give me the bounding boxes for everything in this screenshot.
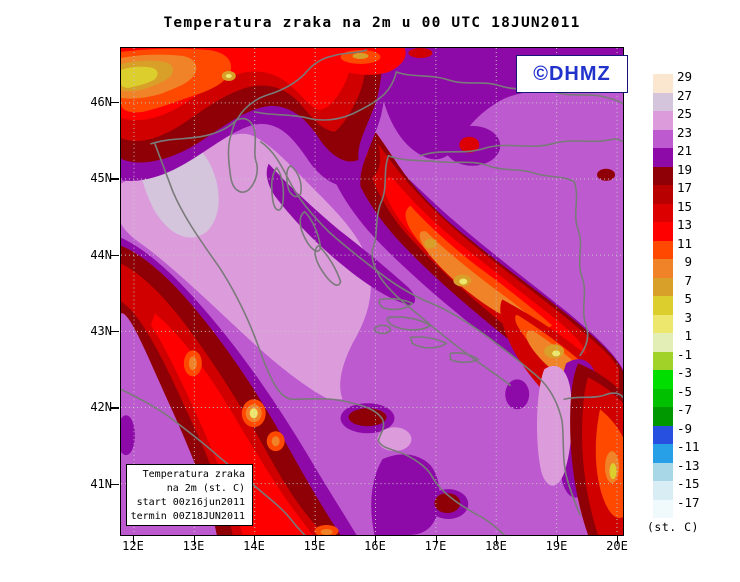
lat-tick-label: 44N <box>90 247 112 262</box>
legend-swatch <box>653 111 673 130</box>
legend-level-label: 3 <box>677 309 693 325</box>
legend-level-label: -13 <box>677 457 700 473</box>
lat-tick-mark <box>111 330 119 333</box>
legend-level-label: -7 <box>677 402 693 417</box>
lat-tick-mark <box>111 254 119 256</box>
page-title: Temperatura zraka na 2m u 00 UTC 18JUN20… <box>163 15 581 31</box>
legend-swatch <box>653 481 673 500</box>
lon-tick-mark <box>375 536 377 544</box>
lat-tick-mark <box>111 178 119 180</box>
lon-tick-label: 18E <box>485 539 507 553</box>
legend-level-label: -3 <box>677 365 693 380</box>
lon-tick-label: 17E <box>424 539 447 553</box>
legend-swatch <box>653 222 673 241</box>
map-info-box: Temperatura zraka na 2m (st. C) start 00… <box>126 464 253 526</box>
legend-level-label: 29 <box>677 69 693 84</box>
grid-lines <box>121 48 623 535</box>
lat-tick-label: 41N <box>90 476 112 491</box>
legend-level-label: 19 <box>677 161 693 177</box>
legend-swatch <box>653 240 673 259</box>
lon-tick-mark <box>556 536 558 544</box>
legend-swatch <box>653 407 673 426</box>
info-line-4: termin 00Z18JUN2011 <box>130 511 245 522</box>
legend-level-label: 5 <box>677 291 693 306</box>
lon-tick-mark <box>133 536 135 544</box>
legend-swatch <box>653 333 673 352</box>
lon-tick-mark <box>435 536 437 544</box>
legend-swatch <box>653 129 673 148</box>
legend-swatch <box>653 444 673 463</box>
temperature-field-svg <box>121 48 623 535</box>
legend-level-label: 21 <box>677 143 693 158</box>
legend-swatch <box>653 74 673 93</box>
info-line-3: start 00z16jun2011 <box>136 497 245 508</box>
lat-tick-mark <box>111 483 119 485</box>
legend-swatch <box>653 314 673 333</box>
lon-tick-mark <box>496 536 498 544</box>
legend-swatch <box>653 462 673 481</box>
legend-level-label: 27 <box>677 87 693 103</box>
legend-swatch <box>653 259 673 278</box>
legend-swatch <box>653 166 673 185</box>
coastlines-and-borders <box>121 49 623 535</box>
lon-tick-mark <box>314 536 316 544</box>
lon-tick-mark <box>254 536 256 544</box>
legend-level-label: 13 <box>677 217 693 232</box>
info-line-2: na 2m (st. C) <box>166 483 245 494</box>
lat-tick-mark <box>111 102 119 104</box>
legend-level-label: -1 <box>677 346 693 362</box>
legend-swatch <box>653 499 673 518</box>
info-line-1: Temperatura zraka <box>142 469 245 480</box>
lon-tick-label: 19E <box>545 539 568 553</box>
lon-tick-label: 16E <box>364 539 386 553</box>
legend-level-label: 9 <box>677 254 693 269</box>
legend-level-label: -11 <box>677 439 700 454</box>
legend-level-label: -15 <box>677 476 700 491</box>
lat-tick-label: 45N <box>90 171 112 186</box>
legend-level-label: -17 <box>677 494 700 510</box>
lat-tick-label: 43N <box>90 323 112 338</box>
legend-level-label: 7 <box>677 272 693 288</box>
lon-tick-mark <box>617 536 619 544</box>
lon-tick-label: 12E <box>122 539 144 553</box>
legend-level-label: 25 <box>677 106 693 121</box>
legend-level-label: -9 <box>677 420 693 436</box>
legend-level-label: 17 <box>677 180 693 195</box>
legend-swatch <box>653 92 673 111</box>
lon-tick-label: 20E <box>606 539 628 553</box>
legend-level-label: 15 <box>677 198 693 214</box>
lat-tick-label: 42N <box>90 400 112 415</box>
lon-tick-mark <box>193 536 195 544</box>
legend-swatch <box>653 203 673 222</box>
lat-tick-label: 46N <box>90 95 112 109</box>
legend-level-label: 11 <box>677 235 693 251</box>
dhmz-logo-text: ©DHMZ <box>533 62 611 85</box>
temperature-field <box>121 48 623 535</box>
legend-swatch <box>653 425 673 444</box>
legend-swatch <box>653 277 673 296</box>
lat-tick-mark <box>111 407 119 409</box>
temperature-map <box>120 47 624 536</box>
dhmz-copyright-badge: ©DHMZ <box>516 55 628 93</box>
legend-unit-label: (st. C) <box>647 520 699 534</box>
legend-swatch <box>653 185 673 204</box>
legend-level-label: -5 <box>677 383 693 399</box>
color-scale-legend: 29 27 25 23 21 19 17 15 13 11 9 7 5 3 1 -1 -3 -5 -7 -9… <box>653 70 723 534</box>
lon-tick-label: 15E <box>303 539 326 553</box>
legend-swatch <box>653 351 673 370</box>
legend-swatch <box>653 296 673 315</box>
lon-tick-label: 13E <box>182 539 205 553</box>
legend-swatch <box>653 370 673 389</box>
legend-swatch <box>653 148 673 167</box>
legend-swatch <box>653 388 673 407</box>
legend-level-label: 23 <box>677 124 693 140</box>
legend-level-label: 1 <box>677 328 693 343</box>
lon-tick-label: 14E <box>243 539 265 553</box>
